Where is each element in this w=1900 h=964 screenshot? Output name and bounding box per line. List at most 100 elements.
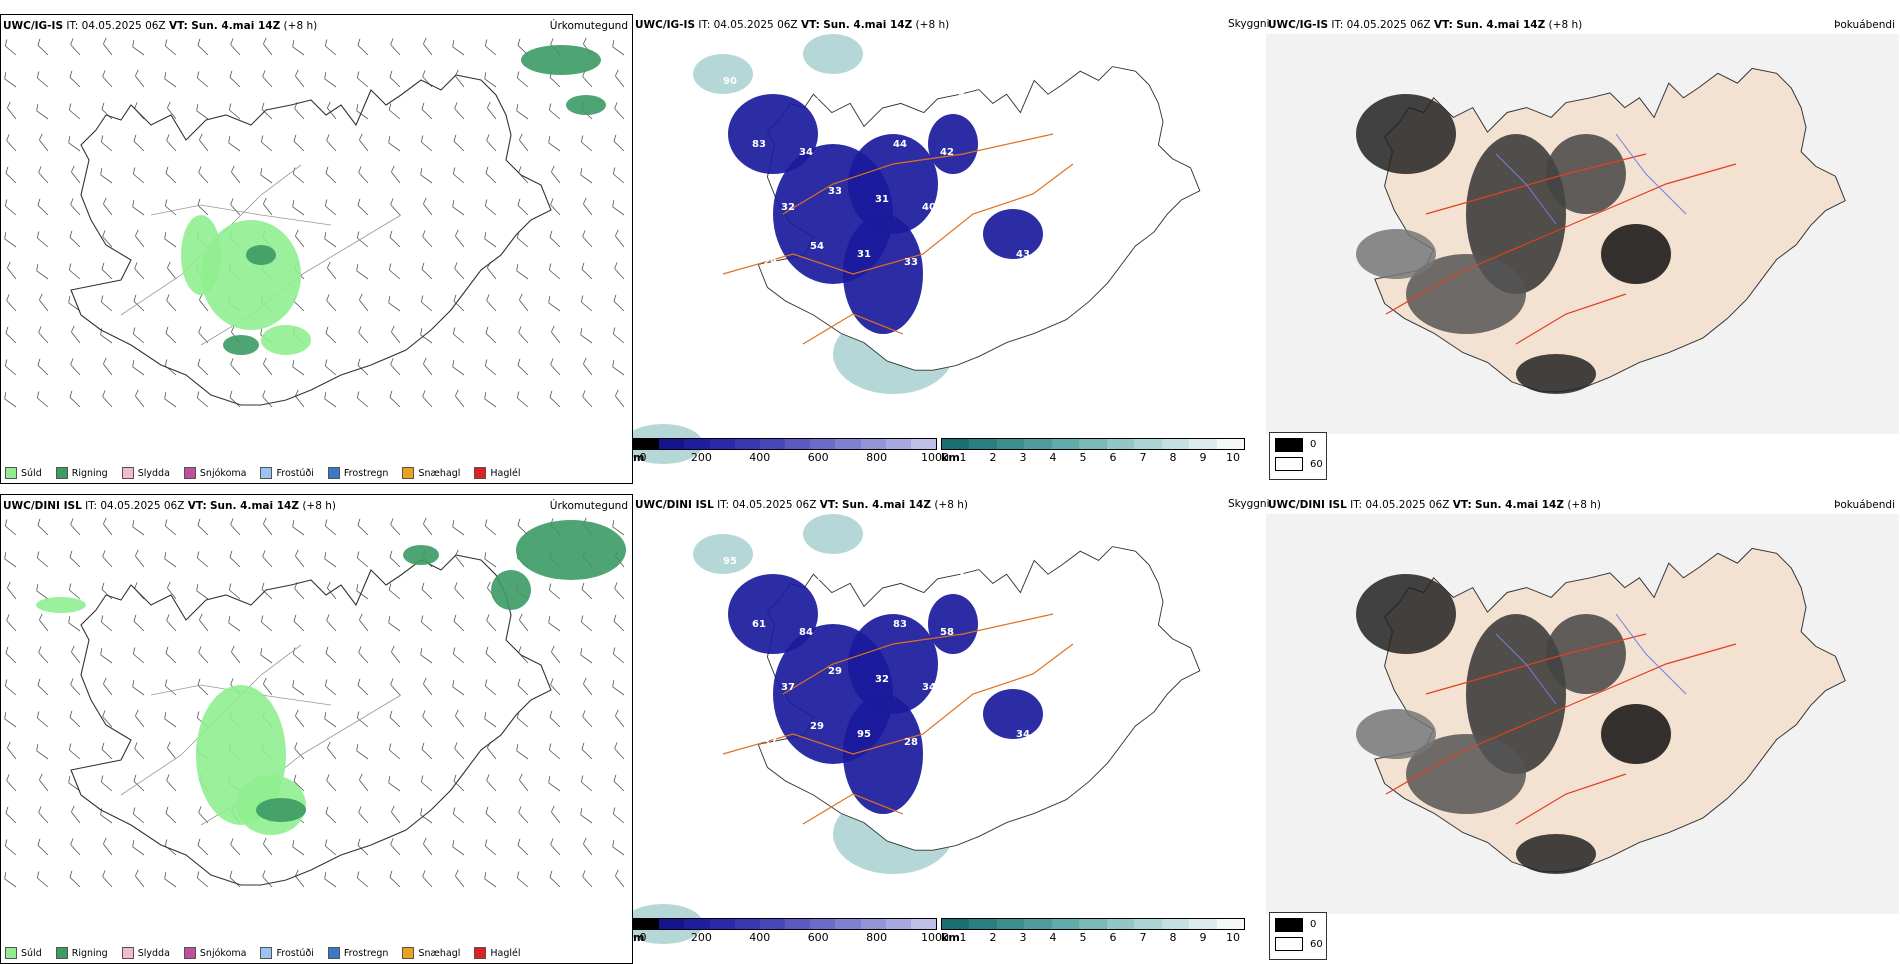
wind-barb-icon: [100, 808, 113, 824]
wind-barb-icon: [165, 326, 177, 344]
wind-barb-icon: [358, 806, 369, 824]
cloudbase-colorbar: [633, 918, 937, 930]
fog-intensity-area: [1546, 134, 1626, 214]
wind-barb-icon: [68, 296, 81, 312]
colorbar-tick-label: 4: [1049, 931, 1057, 944]
wind-barb-icon: [356, 871, 369, 888]
colorbar-segment: [1161, 439, 1190, 449]
wind-barb-icon: [102, 390, 113, 408]
wind-barb-icon: [198, 646, 209, 664]
cloud-base-value: 75: [864, 556, 878, 567]
wind-barb-icon: [100, 135, 113, 152]
wind-barb-icon: [613, 774, 625, 792]
cloud-base-value: 34: [1016, 729, 1030, 740]
wind-barb-icon: [422, 710, 433, 728]
wind-barb-icon: [423, 197, 433, 216]
panel-title: UWC/DINI ISL IT: 04.05.2025 06Z VT: Sun.…: [3, 500, 336, 512]
wind-barb-icon: [359, 293, 369, 312]
wind-barb-icon: [327, 581, 337, 600]
wind-barb-icon: [164, 519, 177, 536]
legend-label: Rigning: [71, 947, 108, 959]
cloud-base-value: 33: [998, 784, 1012, 795]
fog-legend-white: [1275, 937, 1303, 951]
legend-swatch: [260, 947, 273, 959]
wind-barb-icon: [101, 102, 113, 120]
cloud-base-value: 78: [911, 564, 925, 575]
wind-barb-icon: [452, 327, 465, 344]
wind-barb-icon: [292, 360, 305, 376]
wind-barb-icon: [164, 199, 177, 216]
cloud-base-value: 31: [951, 776, 965, 787]
colorbar-segment: [910, 439, 937, 449]
coastline: [70, 554, 552, 886]
wind-barb-icon: [422, 390, 433, 408]
colorbar-tick-label: 5: [1079, 931, 1087, 944]
colorbar-segment: [1024, 919, 1052, 929]
fog-intensity-area: [1466, 614, 1566, 774]
wind-barb-icon: [262, 550, 273, 568]
cloudbase-panel-top: UWC/IG-IS IT: 04.05.2025 06Z VT: Sun. 4.…: [633, 14, 1266, 484]
colorbar-segment: [1051, 919, 1080, 929]
colorbar-tick-label: 8: [1169, 451, 1177, 464]
wind-barb-icon: [103, 837, 113, 856]
wind-barb-icon: [294, 102, 305, 120]
wind-barb-icon: [4, 199, 17, 216]
low-visibility-area: [803, 34, 863, 74]
wind-barb-icon: [4, 72, 17, 88]
wind-barb-icon: [420, 775, 433, 792]
wind-barb-icon: [71, 805, 81, 824]
fog-intensity-area: [1601, 704, 1671, 764]
wind-barb-icon: [389, 710, 401, 728]
wind-barb-icon: [293, 774, 305, 792]
wind-barb-icon: [36, 71, 49, 88]
wind-barb-icon: [134, 742, 145, 760]
wind-barb-icon: [356, 231, 369, 248]
cloud-base-value: 61: [752, 619, 766, 630]
wind-barb-icon: [294, 582, 305, 600]
wind-barb-icon: [102, 70, 113, 88]
wind-barb-icon: [612, 200, 625, 216]
wind-barb-icon: [134, 582, 145, 600]
colorbar-segment: [734, 439, 760, 449]
river-lines: [1495, 613, 1687, 705]
wind-barb-icon: [548, 103, 561, 120]
wind-barb-icon: [583, 197, 593, 216]
cloud-base-value: 32: [781, 202, 795, 213]
wind-barb-icon: [548, 616, 561, 632]
wind-barb-icon: [100, 615, 113, 632]
wind-barb-icon: [263, 517, 273, 536]
wind-barb-icon: [581, 582, 593, 600]
legend-label: Haglél: [490, 467, 521, 479]
cloud-base-value: 76: [1005, 131, 1019, 142]
wind-barb-icon: [580, 775, 593, 792]
colorbar-tick-label: 800: [866, 451, 888, 464]
wind-barb-icon: [197, 358, 209, 376]
wind-barb-icon: [164, 679, 177, 696]
legend-label: Súld: [21, 467, 42, 479]
fog-map: [1266, 34, 1899, 434]
wind-barb-icon: [551, 165, 561, 184]
wind-barb-icon: [228, 583, 241, 600]
wind-barb-icon: [71, 325, 81, 344]
precip-legend-item: Rigning: [55, 947, 108, 959]
wind-barb-icon: [484, 199, 497, 216]
fog-intensity-area: [1356, 229, 1436, 279]
wind-barb-icon: [7, 741, 17, 760]
wind-barb-icon: [36, 871, 49, 888]
low-cloud-area: [728, 574, 818, 654]
colorbar-tick-label: 400: [749, 451, 771, 464]
wind-barb-icon: [132, 200, 145, 216]
wind-barb-icon: [69, 870, 81, 888]
wind-barb-icon: [551, 645, 561, 664]
wind-barb-icon: [6, 774, 17, 792]
wind-barb-icon: [518, 326, 529, 344]
precip-legend-item: Rigning: [55, 467, 108, 479]
fog-legend-min: 0: [1310, 439, 1317, 450]
cloud-base-value: 77: [846, 611, 860, 622]
legend-label: Frostregn: [343, 467, 389, 479]
cloud-base-value: 35: [987, 186, 1001, 197]
wind-barb-icon: [452, 200, 465, 216]
cloud-base-value: 95: [723, 556, 737, 567]
wind-barb-icon: [324, 199, 337, 216]
wind-barb-icon: [166, 774, 177, 792]
